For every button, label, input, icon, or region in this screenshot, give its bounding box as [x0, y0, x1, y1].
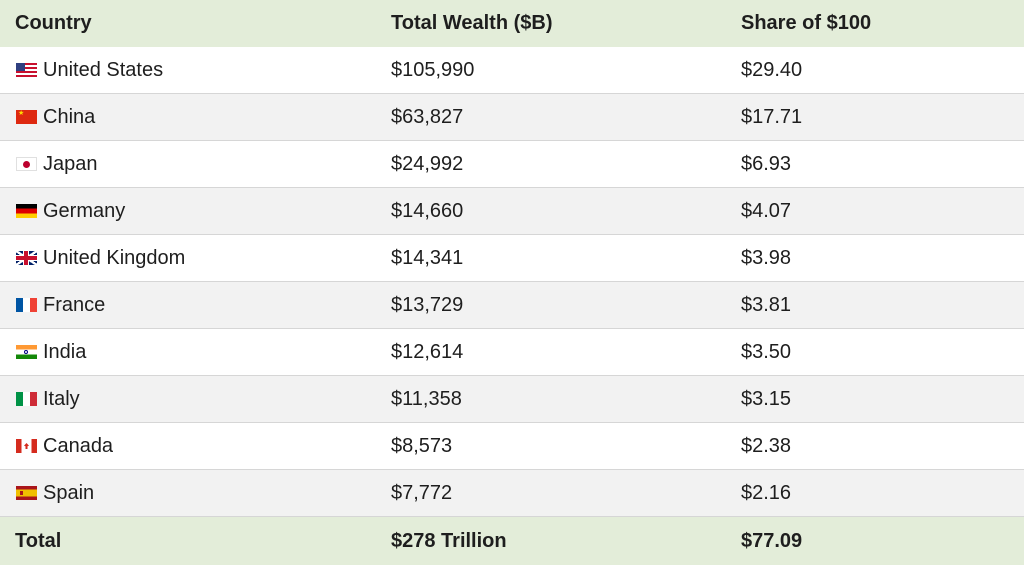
country-name: United States	[43, 58, 164, 81]
us-flag-icon	[16, 63, 37, 77]
share-value: $4.07	[741, 199, 792, 222]
wealth-value: $14,341	[391, 246, 464, 269]
wealth-value: $8,573	[391, 434, 453, 457]
share-value: $6.93	[741, 152, 792, 175]
country-name: France	[43, 293, 106, 316]
table-row: France $13,729 $3.81	[0, 282, 1024, 329]
country-name: Germany	[43, 199, 126, 222]
share-column-header: Share of $100	[741, 12, 872, 34]
total-wealth-value: $278 Trillion	[391, 529, 507, 552]
share-value: $17.71	[741, 105, 803, 128]
share-value: $3.15	[741, 387, 792, 410]
country-name: Canada	[43, 434, 114, 457]
fr-flag-icon	[16, 298, 37, 312]
table-row: United States $105,990 $29.40	[0, 47, 1024, 94]
wealth-value: $11,358	[391, 387, 462, 410]
it-flag-icon	[16, 392, 37, 406]
share-value: $2.38	[741, 434, 792, 457]
ca-flag-icon	[16, 439, 37, 453]
wealth-value: $63,827	[391, 105, 464, 128]
wealth-value: $12,614	[391, 340, 464, 363]
wealth-value: $14,660	[391, 199, 464, 222]
table-row: Italy $11,358 $3.15	[0, 376, 1024, 423]
country-name: India	[43, 340, 87, 363]
country-name: Spain	[43, 481, 95, 504]
es-flag-icon	[16, 486, 37, 500]
wealth-value: $7,772	[391, 481, 453, 504]
share-value: $3.81	[741, 293, 792, 316]
wealth-value: $105,990	[391, 58, 475, 81]
table-header-row: Country Total Wealth ($B) Share of $100	[0, 0, 1024, 47]
share-value: $3.50	[741, 340, 792, 363]
wealth-column-header: Total Wealth ($B)	[391, 12, 553, 34]
share-value: $2.16	[741, 481, 792, 504]
jp-flag-icon	[16, 157, 37, 171]
table-row: China $63,827 $17.71	[0, 94, 1024, 141]
share-value: $29.40	[741, 58, 803, 81]
wealth-value: $24,992	[391, 152, 464, 175]
gb-flag-icon	[16, 251, 37, 265]
country-name: United Kingdom	[43, 246, 186, 269]
table-row: Canada $8,573 $2.38	[0, 423, 1024, 470]
wealth-value: $13,729	[391, 293, 464, 316]
table-row: Spain $7,772 $2.16	[0, 470, 1024, 517]
total-label: Total	[15, 529, 62, 552]
table-row: India $12,614 $3.50	[0, 329, 1024, 376]
share-value: $3.98	[741, 246, 792, 269]
table-row: United Kingdom $14,341 $3.98	[0, 235, 1024, 282]
table-total-row: Total $278 Trillion $77.09	[0, 517, 1024, 565]
country-name: China	[43, 105, 96, 128]
cn-flag-icon	[16, 110, 37, 124]
table-row: Japan $24,992 $6.93	[0, 141, 1024, 188]
total-share-value: $77.09	[741, 529, 803, 552]
country-name: Japan	[43, 152, 98, 175]
country-column-header: Country	[15, 12, 92, 34]
country-name: Italy	[43, 387, 80, 410]
de-flag-icon	[16, 204, 37, 218]
in-flag-icon	[16, 345, 37, 359]
table-row: Germany $14,660 $4.07	[0, 188, 1024, 235]
